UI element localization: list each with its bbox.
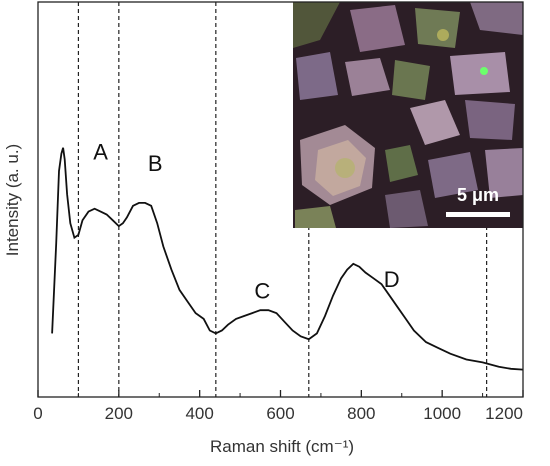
- peak-label-b: B: [148, 151, 163, 176]
- peak-label-a: A: [93, 139, 108, 164]
- peak-label-d: D: [384, 267, 400, 292]
- x-tick-label-5: 1000: [423, 404, 461, 423]
- x-tick-label-2: 400: [185, 404, 213, 423]
- peak-label-c: C: [254, 279, 270, 304]
- inset-micrograph: 5 μm: [293, 2, 523, 228]
- x-axis-ticks: 0 200 400 600 800 1000 1200: [33, 390, 524, 423]
- x-tick-label-4: 800: [347, 404, 375, 423]
- x-tick-label-6: 1200: [485, 404, 523, 423]
- x-tick-label-0: 0: [33, 404, 42, 423]
- scale-bar-label: 5 μm: [457, 185, 499, 205]
- peak-labels: A B C D: [93, 139, 399, 303]
- y-axis-label: Intensity (a. u.): [3, 144, 22, 256]
- x-tick-label-3: 600: [266, 404, 294, 423]
- x-tick-label-1: 200: [105, 404, 133, 423]
- spectrum-line: [51, 147, 523, 371]
- x-axis-label: Raman shift (cm⁻¹): [210, 437, 354, 456]
